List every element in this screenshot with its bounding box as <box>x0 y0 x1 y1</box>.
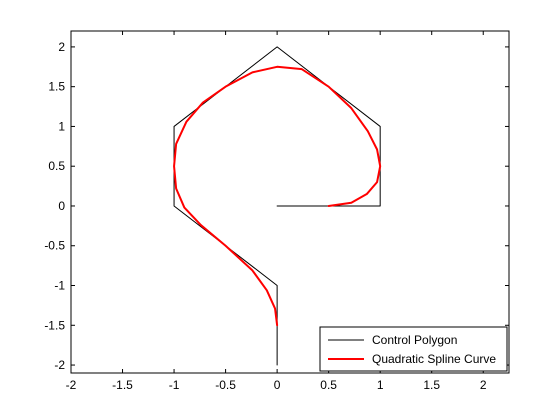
y-tick-label: 1.5 <box>48 80 65 94</box>
x-tick-label: -1 <box>169 378 180 392</box>
y-tick-label: -1 <box>54 279 65 293</box>
x-tick-label: 2 <box>480 378 487 392</box>
y-tick-label: -1.5 <box>44 318 65 332</box>
x-tick-label: -2 <box>66 378 77 392</box>
y-tick-label: -2 <box>54 358 65 372</box>
y-tick-label: -0.5 <box>44 239 65 253</box>
y-tick-label: 1 <box>58 119 65 133</box>
y-tick-label: 0.5 <box>48 159 65 173</box>
plot-area <box>71 31 509 373</box>
y-tick-label: 0 <box>58 199 65 213</box>
x-tick-label: 0.5 <box>320 378 337 392</box>
legend-entry: Quadratic Spline Curve <box>372 352 496 366</box>
legend-entry: Control Polygon <box>372 333 457 347</box>
x-tick-label: 1 <box>377 378 384 392</box>
x-tick-label: 0 <box>274 378 281 392</box>
x-tick-label: 1.5 <box>423 378 440 392</box>
y-tick-label: 2 <box>58 40 65 54</box>
x-tick-label: -0.5 <box>215 378 236 392</box>
x-tick-label: -1.5 <box>112 378 133 392</box>
